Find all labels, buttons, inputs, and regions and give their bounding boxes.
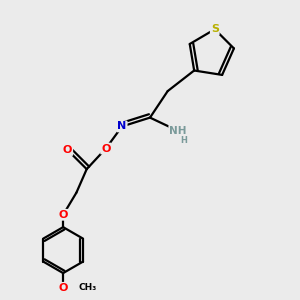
Text: O: O [63,145,72,155]
Text: NH: NH [169,126,187,136]
Text: H: H [180,136,187,145]
Text: O: O [101,143,110,154]
Text: S: S [211,24,219,34]
Text: N: N [117,122,127,131]
Text: O: O [58,283,68,293]
Text: CH₃: CH₃ [78,283,97,292]
Text: O: O [58,210,68,220]
